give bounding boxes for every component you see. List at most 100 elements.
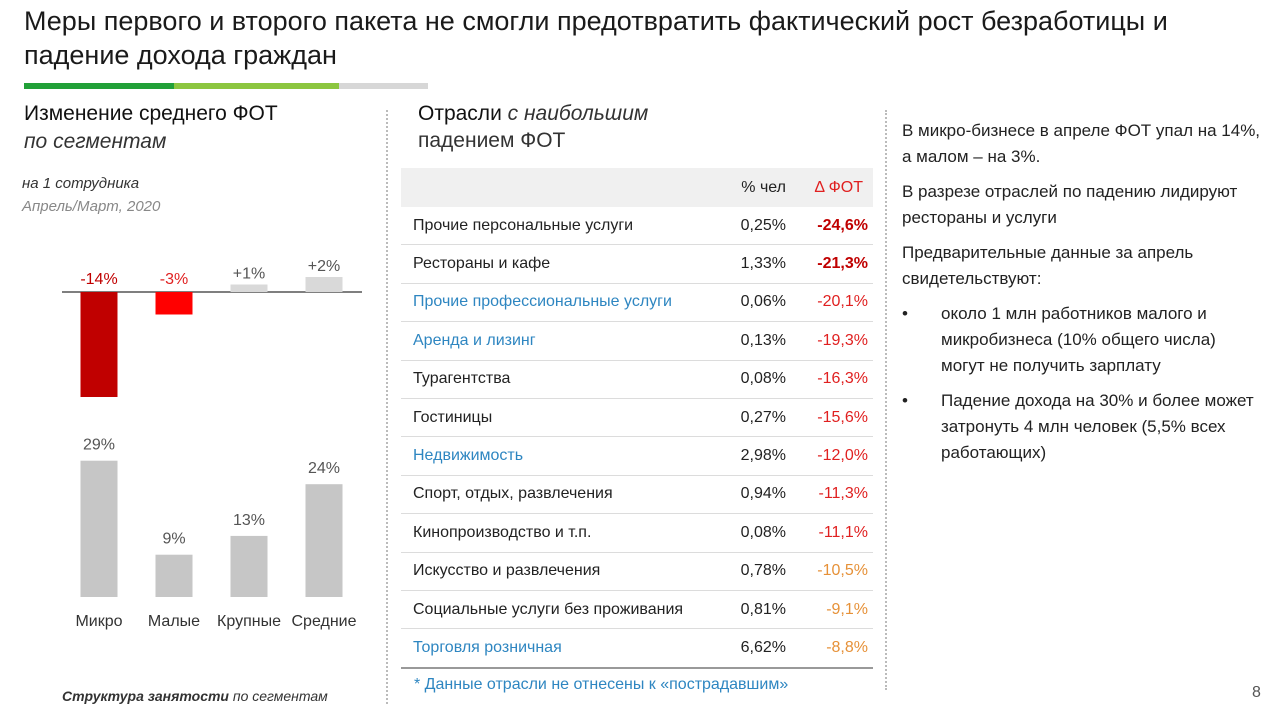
employment-share-label: 29%: [83, 437, 115, 454]
page-title: Меры первого и второго пакета не смогли …: [24, 6, 1168, 70]
table-body: Прочие персональные услуги 0,25% -24,6% Рес…: [401, 207, 873, 669]
sector-employment-share: 0,94%: [716, 475, 796, 515]
middle-footnote: * Данные отрасли не отнесены к «пострада…: [414, 676, 789, 693]
bullet-glyph: •: [902, 391, 908, 410]
sector-name: Прочие профессиональные услуги: [401, 283, 716, 323]
sector-employment-share: 0,27%: [716, 398, 796, 438]
header-pct: % чел: [716, 168, 796, 207]
sector-payroll-change: -24,6%: [796, 207, 873, 246]
sector-name: Рестораны и кафе: [401, 244, 716, 284]
middle-heading-plain: Отрасли: [418, 102, 502, 125]
table-row: Турагентства 0,08% -16,3%: [401, 360, 873, 399]
sector-payroll-change: -8,8%: [796, 628, 873, 669]
sector-employment-share: 0,06%: [716, 283, 796, 323]
sector-name: Прочие персональные услуги: [401, 207, 716, 246]
left-footer: Структура занятости по сегментам: [62, 688, 328, 704]
sector-employment-share: 0,08%: [716, 360, 796, 399]
segment-category-label: Микро: [75, 613, 122, 630]
column-divider-1: [386, 110, 388, 704]
payroll-change-label: +1%: [233, 266, 265, 283]
right-bullet-item: • Падение дохода на 30% и более может зат…: [902, 388, 1262, 466]
payroll-change-bar: [155, 292, 193, 315]
right-paragraph-2: В разрезе отраслей по падению лидируют р…: [902, 182, 1238, 227]
segment-category-label: Средние: [291, 613, 356, 630]
sector-name: Спорт, отдых, развлечения: [401, 475, 716, 515]
sectors-table: % чел Δ ФОТ Прочие персональные услуги 0,…: [401, 168, 873, 669]
bullet-text: около 1 млн работников малого и микробиз…: [941, 304, 1216, 375]
sector-payroll-change: -11,3%: [796, 475, 873, 515]
segment-bar-charts: -14% -3% +1% +2% 29% 9% 13% 24% Микро Малые Крупны…: [62, 258, 362, 630]
table-row: Спорт, отдых, развлечения 0,94% -11,3%: [401, 475, 873, 515]
accent-bar-light-green: [174, 83, 339, 89]
bullet-text: Падение дохода на 30% и более может затр…: [941, 391, 1254, 462]
employment-share-label: 9%: [162, 531, 185, 548]
sector-name: Торговля розничная: [401, 628, 716, 669]
right-paragraph-3: Предварительные данные за апрель свидете…: [902, 243, 1194, 288]
sector-payroll-change: -16,3%: [796, 360, 873, 399]
employment-share-bar: [80, 460, 118, 597]
sector-name: Социальные услуги без проживания: [401, 590, 716, 630]
right-paragraph-1: В микро-бизнесе в апреле ФОТ упал на 14%…: [902, 121, 1261, 166]
employment-share-bar: [305, 484, 343, 597]
sector-payroll-change: -11,1%: [796, 513, 873, 553]
table-row: Прочие профессиональные услуги 0,06% -20,1…: [401, 283, 873, 323]
sector-name: Турагентства: [401, 360, 716, 399]
employment-share-bar: [230, 535, 268, 597]
sector-employment-share: 0,13%: [716, 321, 796, 361]
sector-employment-share: 0,78%: [716, 552, 796, 591]
middle-heading: Отрасли с наибольшим: [418, 102, 648, 126]
sector-name: Недвижимость: [401, 436, 716, 476]
table-row: Искусство и развлечения 0,78% -10,5%: [401, 552, 873, 591]
sector-payroll-change: -9,1%: [796, 590, 873, 630]
sector-name: Искусство и развлечения: [401, 552, 716, 591]
sector-name: Кинопроизводство и т.п.: [401, 513, 716, 553]
payroll-change-label: -3%: [160, 271, 188, 288]
title-accent-bar: [24, 83, 428, 89]
table-row: Кинопроизводство и т.п. 0,08% -11,1%: [401, 513, 873, 553]
sector-name: Гостиницы: [401, 398, 716, 438]
table-row: Недвижимость 2,98% -12,0%: [401, 436, 873, 476]
sector-payroll-change: -21,3%: [796, 244, 873, 284]
left-footer-rest: по сегментам: [228, 688, 328, 704]
sector-payroll-change: -15,6%: [796, 398, 873, 438]
right-bullet-item: • около 1 млн работников малого и микроби…: [902, 301, 1262, 379]
employment-share-label: 24%: [308, 460, 340, 477]
header-delta: Δ ФОТ: [796, 168, 873, 207]
left-footer-bold: Структура занятости: [62, 688, 229, 704]
accent-bar-grey: [339, 83, 428, 89]
table-row: Рестораны и кафе 1,33% -21,3%: [401, 244, 873, 284]
sector-employment-share: 0,08%: [716, 513, 796, 553]
sector-payroll-change: -10,5%: [796, 552, 873, 591]
table-row: Прочие персональные услуги 0,25% -24,6%: [401, 207, 873, 246]
sector-employment-share: 2,98%: [716, 436, 796, 476]
table-row: Торговля розничная 6,62% -8,8%: [401, 628, 873, 669]
payroll-change-label: +2%: [308, 258, 340, 275]
payroll-change-label: -14%: [80, 271, 117, 288]
middle-heading-line2: падением ФОТ: [418, 129, 566, 152]
left-heading-italic: по сегментам: [24, 130, 167, 153]
sector-employment-share: 6,62%: [716, 628, 796, 669]
middle-heading-italic: с наибольшим: [507, 102, 649, 125]
sector-employment-share: 1,33%: [716, 244, 796, 284]
bullet-glyph: •: [902, 304, 908, 323]
table-row: Социальные услуги без проживания 0,81% -9,…: [401, 590, 873, 630]
accent-bar-green: [24, 83, 174, 89]
payroll-change-bar: [80, 292, 118, 397]
employment-share-label: 13%: [233, 512, 265, 529]
table-row: Аренда и лизинг 0,13% -19,3%: [401, 321, 873, 361]
page-number: 8: [1252, 684, 1261, 701]
segment-category-label: Малые: [148, 613, 200, 630]
left-subtitle-period: Апрель/Март, 2020: [22, 198, 161, 215]
left-subtitle-unit: на 1 сотрудника: [22, 175, 140, 192]
table-header-row: % чел Δ ФОТ: [401, 168, 873, 207]
sector-employment-share: 0,81%: [716, 590, 796, 630]
sector-payroll-change: -19,3%: [796, 321, 873, 361]
sector-employment-share: 0,25%: [716, 207, 796, 246]
header-name: [401, 168, 716, 207]
column-divider-2: [885, 110, 887, 690]
right-bullet-list: • около 1 млн работников малого и микроби…: [902, 301, 1262, 466]
payroll-change-bar: [305, 277, 343, 292]
payroll-change-bar: [230, 284, 268, 292]
sector-payroll-change: -12,0%: [796, 436, 873, 476]
left-heading: Изменение среднего ФОТ: [24, 102, 278, 125]
